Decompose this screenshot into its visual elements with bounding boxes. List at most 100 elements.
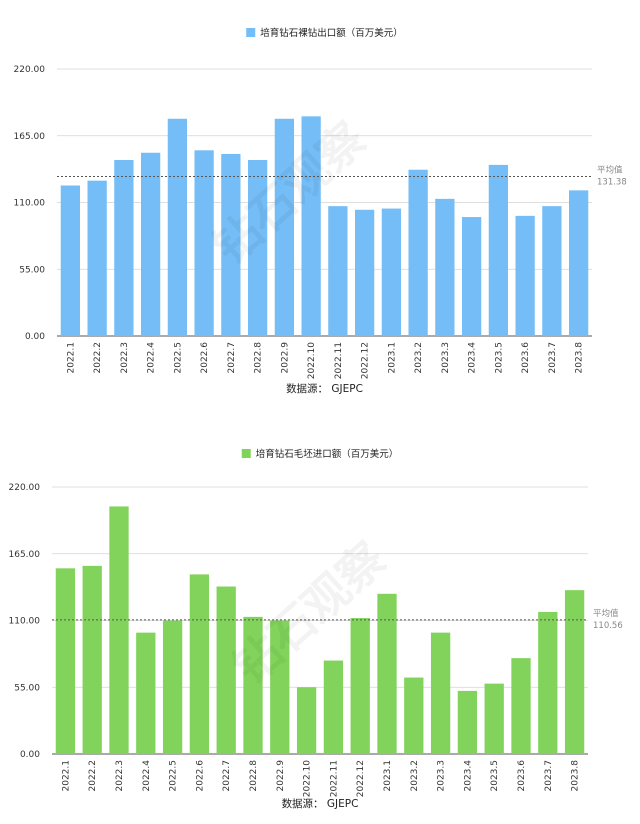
y-tick-label: 0.00 — [20, 750, 40, 760]
y-tick-label: 110.00 — [9, 617, 41, 627]
bar — [136, 632, 156, 754]
x-tick-label: 2022.1 — [61, 760, 71, 792]
bar — [564, 590, 585, 754]
bar — [408, 169, 428, 336]
average-label: 平均值 — [597, 165, 623, 176]
x-tick-label: 2023.7 — [544, 760, 554, 792]
x-tick-label: 2023.1 — [383, 760, 393, 792]
legend-label: 培育钻石毛坯进口额（百万美元） — [256, 448, 399, 460]
y-tick-label: 220.00 — [9, 483, 41, 493]
x-tick-label: 2023.2 — [414, 342, 424, 374]
y-tick-label: 165.00 — [14, 132, 46, 142]
x-tick-label: 2023.7 — [548, 342, 558, 374]
bar — [55, 568, 76, 754]
y-tick-label: 110.00 — [14, 199, 46, 209]
x-tick-label: 2022.7 — [222, 760, 232, 792]
x-tick-label: 2022.2 — [88, 760, 98, 792]
bar — [430, 632, 451, 754]
bar — [377, 593, 397, 754]
x-tick-label: 2023.1 — [387, 342, 397, 374]
source-label: 数据源： GJEPC — [282, 797, 359, 810]
x-tick-label: 2022.11 — [334, 342, 344, 379]
x-tick-label: 2022.6 — [195, 760, 205, 792]
x-tick-label: 2022.12 — [361, 342, 371, 379]
bar — [216, 586, 236, 754]
legend: 培育钻石毛坯进口额（百万美元） — [241, 448, 399, 460]
chart-2: 培育钻石毛坯进口额（百万美元） 0.00 55.00 110.00 165.00 220.… — [9, 448, 623, 810]
bar — [538, 612, 558, 754]
x-tick-label: 2023.6 — [517, 760, 527, 792]
x-tick-label: 2022.3 — [120, 342, 130, 374]
bar — [488, 164, 509, 336]
x-tick-label: 2023.8 — [575, 342, 585, 374]
x-tick-label: 2022.9 — [276, 760, 286, 792]
x-tick-label: 2023.5 — [494, 342, 504, 374]
bar — [435, 198, 455, 336]
bar — [301, 116, 321, 336]
x-tick-label: 2023.8 — [571, 760, 581, 792]
bar — [60, 185, 81, 336]
bar — [167, 118, 188, 336]
x-tick-label: 2022.6 — [200, 342, 210, 374]
x-tick-label: 2022.8 — [249, 760, 259, 792]
bar — [221, 153, 241, 336]
x-tick-label: 2022.10 — [307, 342, 317, 379]
x-tick-label: 2022.2 — [93, 342, 103, 374]
bar — [354, 209, 375, 336]
bar — [350, 618, 370, 754]
bar — [162, 620, 183, 754]
bar — [109, 506, 129, 754]
x-tick-label: 2022.5 — [169, 760, 179, 792]
x-tick-label: 2023.5 — [490, 760, 500, 792]
bar — [82, 565, 102, 754]
y-tick-label: 165.00 — [9, 550, 41, 560]
x-tick-label: 2022.4 — [147, 342, 157, 374]
bar — [296, 687, 317, 754]
x-tick-label: 2023.2 — [410, 760, 420, 792]
source-label: 数据源： GJEPC — [286, 382, 363, 395]
bar — [484, 683, 504, 754]
average-value: 110.56 — [593, 621, 623, 631]
x-tick-label: 2022.12 — [356, 760, 366, 797]
x-tick-label: 2023.4 — [463, 760, 473, 792]
x-tick-label: 2023.6 — [521, 342, 531, 374]
x-tick-label: 2022.5 — [173, 342, 183, 374]
legend: 培育钻石裸钻出口额（百万美元） — [246, 27, 403, 39]
bar — [457, 690, 478, 754]
x-tick-label: 2022.11 — [329, 760, 339, 797]
average-label: 平均值 — [593, 608, 619, 619]
bar — [189, 574, 210, 754]
x-tick-label: 2022.1 — [66, 342, 76, 374]
bar — [461, 217, 482, 336]
bar — [274, 118, 295, 336]
x-tick-label: 2022.3 — [115, 760, 125, 792]
bar — [511, 658, 531, 754]
bar — [87, 180, 107, 336]
average-value: 131.38 — [597, 178, 627, 188]
bar — [270, 620, 290, 754]
x-tick-label: 2023.4 — [468, 342, 478, 374]
bar — [247, 160, 268, 336]
x-tick-label: 2022.7 — [227, 342, 237, 374]
bar — [381, 208, 402, 336]
bar — [194, 150, 214, 336]
x-tick-label: 2022.8 — [254, 342, 264, 374]
bar — [404, 677, 424, 754]
chart-1: 培育钻石裸钻出口额（百万美元） 0.00 55.00 110.00 165.00 220.… — [14, 27, 627, 395]
x-tick-label: 2022.4 — [142, 760, 152, 792]
y-tick-label: 55.00 — [19, 265, 45, 275]
bar — [328, 206, 348, 336]
x-tick-label: 2022.9 — [280, 342, 290, 374]
x-tick-label: 2022.10 — [303, 760, 313, 797]
legend-label: 培育钻石裸钻出口额（百万美元） — [260, 27, 403, 39]
bar — [542, 206, 562, 336]
legend-swatch — [246, 28, 256, 37]
legend-swatch — [241, 449, 251, 458]
y-tick-label: 220.00 — [14, 65, 46, 75]
bar — [140, 152, 161, 336]
x-tick-label: 2023.3 — [441, 342, 451, 374]
bar — [568, 190, 589, 336]
bar — [323, 660, 344, 754]
bar — [515, 215, 535, 336]
